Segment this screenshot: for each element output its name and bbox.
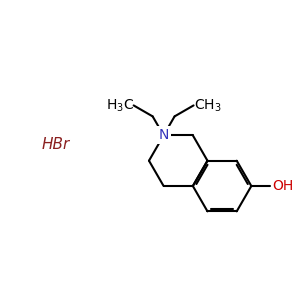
- Text: N: N: [158, 128, 169, 142]
- Text: OH: OH: [272, 179, 293, 193]
- Text: CH$_3$: CH$_3$: [194, 97, 221, 114]
- Text: H$_3$C: H$_3$C: [106, 97, 134, 114]
- Text: HBr: HBr: [41, 137, 70, 152]
